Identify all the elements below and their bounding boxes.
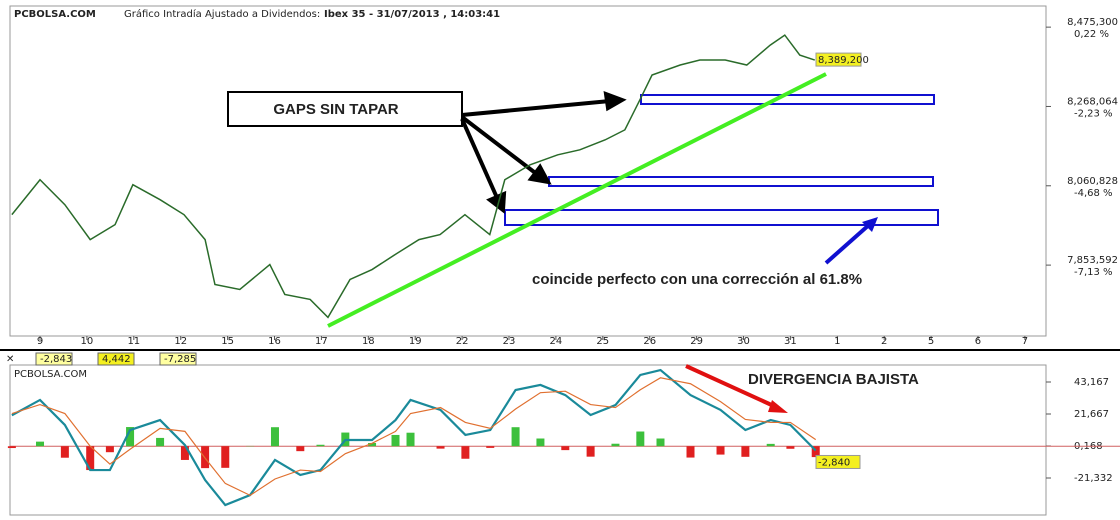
y-tick-label: 7,853,592 (1067, 255, 1118, 266)
histogram-bar (611, 443, 620, 447)
last-price-label: 8,389,200 (818, 55, 869, 66)
watermark: PCBOLSA.COM (14, 369, 87, 380)
histogram-bar (766, 443, 775, 447)
y-tick-change: -2,23 % (1074, 108, 1113, 119)
histogram-bar (296, 446, 305, 452)
histogram-bar (221, 446, 230, 468)
caption: Gráfico Intradía Ajustado a Dividendos: (124, 8, 320, 20)
red-arrow (685, 364, 777, 409)
fib-note: coincide perfecto con una corrección al … (532, 271, 862, 288)
y-tick-change: -4,68 % (1074, 188, 1113, 199)
histogram-bar (561, 446, 570, 451)
histogram-bar (270, 427, 279, 447)
histogram-bar (126, 427, 135, 447)
histogram-bar (741, 446, 750, 457)
x-tick-label: 7 (1022, 336, 1028, 347)
x-tick-label: 10 (81, 336, 94, 347)
last-value-label: -2,840 (818, 457, 850, 468)
histogram-bar (486, 446, 495, 448)
histogram-bar (316, 444, 325, 447)
gaps-box (227, 91, 463, 127)
readout-label: -7,285 (164, 354, 196, 365)
y-tick-label: 43,167 (1074, 377, 1109, 388)
macd-panel (9, 364, 1047, 516)
histogram-bar (536, 438, 545, 447)
histogram-bar (636, 431, 645, 447)
x-tick-label: 25 (596, 336, 609, 347)
x-tick-label: 22 (456, 336, 469, 347)
gap-zone (504, 209, 939, 226)
histogram-bar (156, 437, 165, 447)
y-tick-change: -7,13 % (1074, 267, 1113, 278)
histogram-bar (406, 432, 415, 447)
histogram-bar (586, 446, 595, 457)
y-tick-label: -21,332 (1074, 473, 1113, 484)
readout-box (159, 352, 197, 366)
histogram-bar (86, 446, 95, 471)
x-tick-label: 11 (127, 336, 140, 347)
gap-arrows (460, 90, 627, 214)
readout-label: 4,442 (102, 354, 131, 365)
price-panel (9, 5, 1047, 337)
histogram-bar (716, 446, 725, 455)
site-name: PCBOLSA.COM (14, 9, 96, 20)
histogram-bar (686, 446, 695, 458)
histogram-bar (786, 446, 795, 449)
x-tick-label: 18 (362, 336, 375, 347)
histogram-bar (36, 441, 45, 447)
y-tick-change: 0,22 % (1074, 29, 1109, 40)
readout-label: -2,843 (40, 354, 72, 365)
histogram-bar (180, 446, 189, 460)
x-tick-label: 29 (690, 336, 703, 347)
price-line (11, 34, 816, 319)
x-tick-label: 30 (737, 336, 750, 347)
histogram-bar (511, 427, 520, 447)
x-tick-label: 6 (975, 336, 981, 347)
y-tick-label: 8,060,828 (1067, 176, 1118, 187)
x-tick-label: 2 (881, 336, 887, 347)
histogram-bar (656, 438, 665, 447)
x-tick-label: 23 (503, 336, 516, 347)
macd-line (11, 368, 817, 507)
x-tick-label: 9 (37, 336, 43, 347)
histogram-bar (60, 446, 69, 458)
readout-box (97, 352, 135, 366)
x-tick-label: 5 (928, 336, 934, 347)
instrument: Ibex 35 - 31/07/2013 , 14:03:41 (324, 9, 500, 20)
close-icon[interactable]: ✕ (6, 354, 14, 365)
divergence-note: DIVERGENCIA BAJISTA (748, 371, 919, 388)
blue-arrow (824, 222, 872, 265)
last-price-box (815, 52, 862, 67)
histogram-bar (368, 442, 377, 447)
y-tick-label: 8,268,064 (1067, 96, 1118, 107)
histogram-bar (105, 446, 114, 453)
x-tick-label: 24 (550, 336, 563, 347)
readout-box (35, 352, 73, 366)
x-tick-label: 16 (268, 336, 281, 347)
last-value-box (815, 454, 861, 469)
gaps-label: GAPS SIN TAPAR (273, 101, 398, 118)
x-tick-label: 17 (315, 336, 328, 347)
trend-line (327, 72, 827, 328)
x-tick-label: 31 (784, 336, 797, 347)
x-tick-label: 19 (409, 336, 422, 347)
x-tick-label: 1 (834, 336, 840, 347)
histogram-bar (7, 446, 16, 449)
blue-arrow-head (862, 217, 878, 232)
histogram-bar (436, 446, 445, 449)
macd-line (11, 377, 817, 497)
histogram-bar (391, 434, 400, 447)
histogram-bar (461, 446, 470, 459)
x-tick-label: 12 (174, 336, 187, 347)
histogram-bar (811, 446, 820, 458)
y-tick-label: 8,475,300 (1067, 17, 1118, 28)
x-tick-label: 15 (221, 336, 234, 347)
x-tick-label: 26 (643, 336, 656, 347)
red-arrow-head (768, 400, 788, 413)
y-tick-label: 21,667 (1074, 409, 1109, 420)
